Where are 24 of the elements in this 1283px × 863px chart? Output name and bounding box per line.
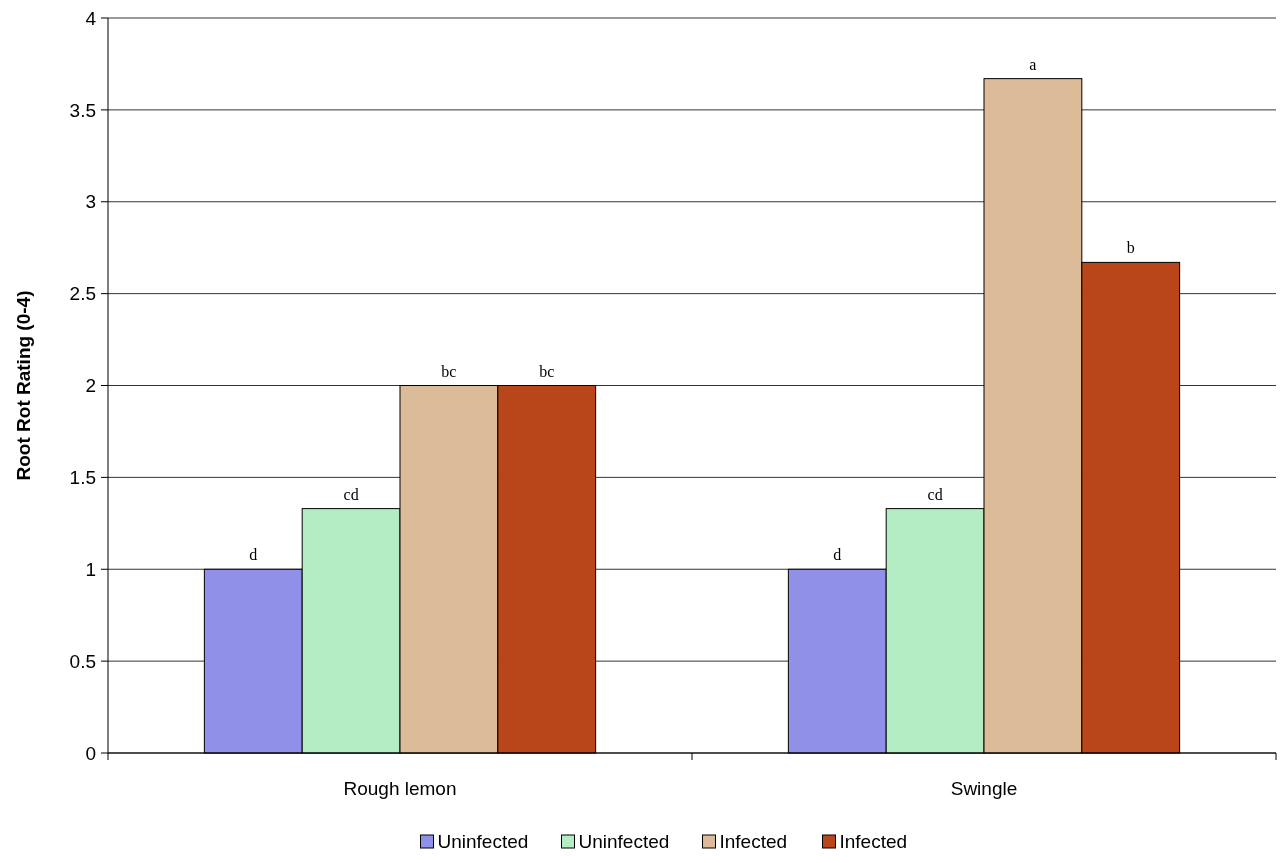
- y-tick-label: 1: [85, 558, 96, 580]
- y-tick-label: 0.5: [69, 650, 96, 672]
- data-label: d: [249, 546, 258, 564]
- legend-label: Infected: [839, 831, 908, 852]
- y-tick-label: 2.5: [69, 283, 96, 305]
- y-tick-label: 0: [85, 742, 96, 764]
- data-label: d: [833, 546, 842, 564]
- y-tick-label: 3.5: [69, 99, 96, 121]
- y-tick-label: 3: [85, 191, 96, 213]
- data-label: bc: [539, 362, 555, 380]
- y-tick-label: 2: [85, 375, 96, 397]
- y-axis-title: Root Rot Rating (0-4): [13, 290, 34, 481]
- x-tick-label: Rough lemon: [343, 778, 457, 799]
- data-label: b: [1126, 239, 1135, 257]
- legend-label: Uninfected: [578, 831, 670, 852]
- y-tick-label: 4: [85, 7, 97, 29]
- x-tick-label: Swingle: [950, 778, 1018, 799]
- y-tick-label: 1.5: [69, 467, 96, 489]
- legend-label: Infected: [719, 831, 788, 852]
- legend-label: Uninfected: [437, 831, 529, 852]
- data-label: bc: [441, 362, 457, 380]
- data-label: cd: [343, 485, 359, 503]
- data-label: cd: [927, 485, 943, 503]
- data-label: a: [1029, 55, 1037, 73]
